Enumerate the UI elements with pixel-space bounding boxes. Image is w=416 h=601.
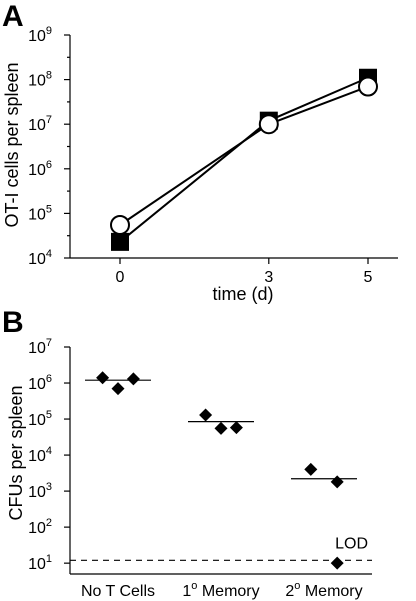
panel-b-y-tick-label: 101 bbox=[28, 553, 52, 573]
panel-b-y-ticks: 101 102 103 104 105 106 107 bbox=[28, 337, 70, 573]
panel-a-x-tick-label: 5 bbox=[364, 269, 373, 286]
panel-b-x-categories: No T Cells 1o Memory 2o Memory bbox=[81, 580, 363, 600]
panel-b-y-tick-label: 107 bbox=[28, 337, 52, 357]
panel-b-diamond-point bbox=[96, 371, 110, 385]
panel-a-circle-marker bbox=[110, 214, 130, 235]
panel-b-diamond-point bbox=[214, 421, 228, 435]
panel-b-y-tick-label: 106 bbox=[28, 373, 52, 393]
panel-b-lod-label: LOD bbox=[335, 535, 368, 552]
panel-b-diamond-point bbox=[229, 421, 243, 435]
panel-a-y-tick-label: 104 bbox=[28, 248, 52, 268]
panel-a-x-axis-label: time (d) bbox=[212, 284, 273, 304]
panel-a-x-ticks: 0 3 5 bbox=[116, 258, 373, 286]
panel-b-y-axis-label: CFUs per spleen bbox=[6, 385, 26, 520]
panel-b-diamond-point bbox=[330, 556, 344, 570]
panel-b-y-tick-label: 104 bbox=[28, 445, 52, 465]
panel-a-circle-marker bbox=[358, 76, 378, 97]
panel-b-letter: B bbox=[2, 306, 24, 339]
panel-a-series-line-2 bbox=[119, 85, 369, 226]
panel-a-y-tick-label: 106 bbox=[28, 159, 52, 179]
panel-a-y-axis-label: OT-I cells per spleen bbox=[2, 62, 22, 227]
panel-b-y-tick-label: 103 bbox=[28, 481, 52, 501]
panel-a-y-tick-label: 108 bbox=[28, 70, 52, 90]
panel-a-x-tick-label: 3 bbox=[264, 269, 273, 286]
panel-a: A OT-I cells per spleen time (d) 1041051… bbox=[2, 0, 398, 304]
panel-a-x-tick-label: 0 bbox=[116, 269, 125, 286]
panel-b-category-label: 2o Memory bbox=[285, 580, 362, 600]
panel-b-axes bbox=[69, 347, 372, 575]
panel-b-diamond-point bbox=[199, 408, 213, 422]
panel-b-diamond-point bbox=[126, 372, 140, 386]
panel-b-diamond-point bbox=[304, 462, 318, 476]
panel-a-series-line-1 bbox=[119, 76, 369, 243]
panel-b-diamond-point bbox=[330, 475, 344, 489]
panel-a-circle-marker bbox=[258, 114, 279, 135]
panel-b-points bbox=[85, 371, 357, 570]
panel-a-y-tick-label: 107 bbox=[28, 114, 52, 134]
panel-b-y-tick-label: 105 bbox=[28, 409, 52, 429]
panel-a-y-tick-label: 105 bbox=[28, 203, 52, 223]
panel-a-y-ticks: 104 105 106 107 108 109 bbox=[28, 25, 70, 268]
panel-b-category-label: 1o Memory bbox=[182, 580, 259, 600]
panel-b-category-label: No T Cells bbox=[81, 583, 155, 600]
panel-a-square-marker bbox=[111, 232, 129, 251]
panel-b-diamond-point bbox=[111, 382, 125, 396]
panel-b-y-tick-label: 102 bbox=[28, 517, 52, 537]
panel-b: B CFUs per spleen 101102103104105106107 … bbox=[2, 306, 372, 600]
panel-b-lod: LOD bbox=[70, 535, 372, 561]
panel-a-series bbox=[110, 68, 378, 251]
panel-a-letter: A bbox=[2, 0, 24, 33]
panel-a-y-tick-label: 109 bbox=[28, 25, 52, 45]
